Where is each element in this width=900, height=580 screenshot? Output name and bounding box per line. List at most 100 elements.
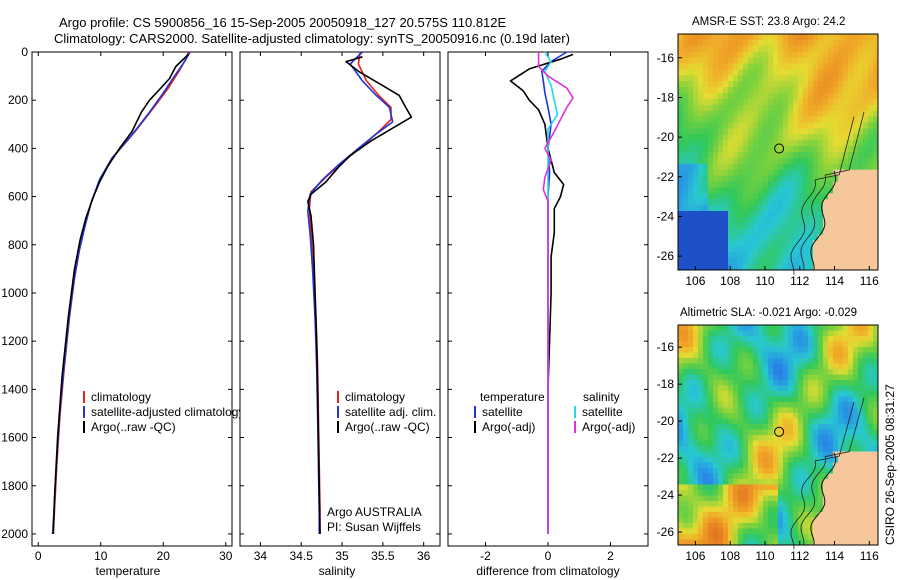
map-cell <box>688 63 694 70</box>
map-cell <box>803 98 809 106</box>
map-cell <box>738 110 744 117</box>
map-cell <box>793 484 799 491</box>
map-cell <box>698 222 704 230</box>
map-cell <box>773 216 779 224</box>
map-cell <box>818 193 824 200</box>
map-cell <box>713 228 719 235</box>
map-cell <box>868 402 874 408</box>
map-cell <box>808 369 814 375</box>
map-cell <box>688 211 694 218</box>
map-cell <box>858 264 864 271</box>
map-cell <box>853 234 859 241</box>
map-cell <box>793 234 799 241</box>
map-cell <box>778 110 784 117</box>
map-cell <box>733 473 739 480</box>
map-cell <box>853 146 859 153</box>
map-cell <box>748 341 754 348</box>
map-cell <box>708 325 714 331</box>
map-cell <box>828 385 834 392</box>
map-cell <box>793 81 799 88</box>
map-cell <box>758 39 764 47</box>
map-cell <box>863 468 869 474</box>
map-cell <box>718 169 724 176</box>
map-cell <box>688 157 694 165</box>
map-cell <box>708 413 714 419</box>
map-cell <box>798 341 804 348</box>
map-cell <box>683 435 689 441</box>
map-cell <box>703 34 709 41</box>
map-cell <box>858 473 864 480</box>
map-cell <box>788 87 794 94</box>
map-cell <box>798 211 804 218</box>
map-cell <box>713 81 719 88</box>
map-cell <box>748 98 754 106</box>
map-cell <box>733 57 739 64</box>
map-cell <box>798 517 804 524</box>
map-cell <box>713 363 719 370</box>
map-cell <box>763 325 769 331</box>
map-cell <box>698 495 704 502</box>
temperature-panel: 0 10 20 30 temperature climatology satellit… <box>31 51 244 578</box>
map-cell <box>818 336 824 342</box>
map-cell <box>743 157 749 165</box>
map-cell <box>823 424 829 430</box>
map-cell <box>763 175 769 182</box>
map-cell <box>773 104 779 112</box>
map-cell <box>718 435 724 441</box>
map-cell <box>853 152 859 159</box>
map-cell <box>838 523 844 529</box>
map-cell <box>778 451 784 458</box>
map-cell <box>838 413 844 419</box>
map-cell <box>843 51 849 58</box>
map-cell <box>818 501 824 507</box>
map-cell <box>853 517 859 524</box>
map-cell <box>753 205 759 212</box>
map-cell <box>723 45 729 53</box>
map-cell <box>748 506 754 513</box>
map-cell <box>808 39 814 47</box>
map-cell <box>753 193 759 200</box>
map-cell <box>693 495 699 502</box>
map-cell <box>843 534 849 540</box>
map-cell <box>788 187 794 194</box>
map-cell <box>768 462 774 469</box>
map-cell <box>678 330 684 337</box>
depth-tick-label: 400 <box>8 141 28 155</box>
map-cell <box>853 325 859 331</box>
map-cell <box>853 330 859 337</box>
map-cell <box>703 51 709 58</box>
map-cell <box>858 336 864 342</box>
map-cell <box>843 104 849 112</box>
map-cell <box>693 205 699 212</box>
map-cell <box>843 69 849 76</box>
map-cell <box>838 122 844 129</box>
map-cell <box>788 63 794 70</box>
map-cell <box>798 193 804 200</box>
map-cell <box>853 87 859 94</box>
map-cell <box>748 347 754 353</box>
map-cell <box>713 128 719 135</box>
map-cell <box>863 39 869 47</box>
map-cell <box>843 57 849 64</box>
map-cell <box>698 152 704 159</box>
map-cell <box>748 468 754 474</box>
map-cell <box>753 69 759 76</box>
map-cell <box>823 352 829 359</box>
map-cell <box>778 228 784 235</box>
map-cell <box>758 418 764 425</box>
map-cell <box>813 93 819 100</box>
argo-float-marker <box>774 143 785 154</box>
map-cell <box>823 369 829 375</box>
map-cell <box>788 473 794 480</box>
map-cell <box>798 396 804 403</box>
sst-map-title: AMSR-E SST: 23.8 Argo: 24.2 <box>692 16 845 28</box>
map-cell <box>838 479 844 485</box>
map-cell <box>753 385 759 392</box>
map-cell <box>788 116 794 123</box>
map-cell <box>788 446 794 452</box>
map-cell <box>788 440 794 447</box>
map-cell <box>698 534 704 540</box>
map-cell <box>718 440 724 447</box>
map-cell <box>853 413 859 419</box>
map-cell <box>788 199 794 206</box>
